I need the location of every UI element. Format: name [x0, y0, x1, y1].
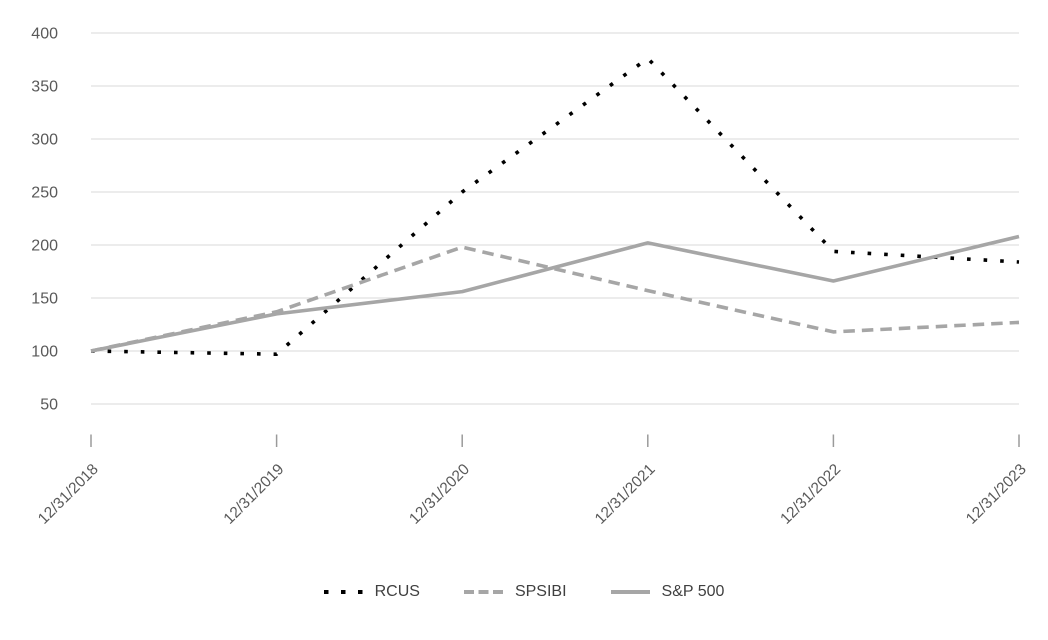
x-axis-tick-label: 12/31/2021	[592, 461, 659, 528]
y-axis-tick-label: 100	[31, 344, 58, 361]
series-line-spsibi	[90, 245, 1020, 353]
x-axis-tick-label: 12/31/2022	[777, 461, 844, 528]
y-axis-tick-label: 200	[31, 238, 58, 255]
legend-marker-rcus	[323, 589, 363, 595]
legend-label-sp500: S&P 500	[661, 583, 725, 600]
y-axis-tick-label: 250	[31, 185, 58, 202]
series-line-sp500	[90, 234, 1020, 353]
x-axis-tick-label: 12/31/2020	[406, 461, 473, 528]
x-axis-tick-label: 12/31/2023	[963, 461, 1030, 528]
x-axis-tick-label: 12/31/2018	[35, 461, 102, 528]
chart-legend: RCUS SPSIBI S&P 500	[0, 579, 1048, 605]
legend-item-rcus: RCUS	[323, 583, 420, 600]
series-line-rcus	[90, 56, 1020, 356]
y-axis-tick-label: 400	[31, 26, 58, 43]
legend-item-sp500: S&P 500	[610, 583, 725, 600]
legend-label-rcus: RCUS	[374, 583, 420, 600]
legend-item-spsibi: SPSIBI	[463, 583, 567, 600]
y-axis-tick-label: 150	[31, 291, 58, 308]
legend-marker-spsibi	[463, 590, 503, 594]
y-axis-tick-label: 300	[31, 132, 58, 149]
y-axis-tick-label: 350	[31, 79, 58, 96]
y-axis-tick-label: 50	[40, 397, 58, 414]
legend-marker-sp500	[610, 590, 650, 594]
legend-label-spsibi: SPSIBI	[514, 583, 567, 600]
x-axis-tick-label: 12/31/2019	[221, 461, 288, 528]
